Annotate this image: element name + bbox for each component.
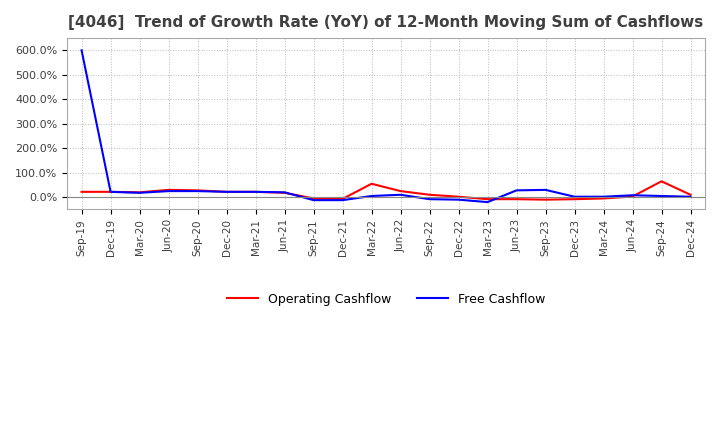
Operating Cashflow — [686, 192, 695, 198]
Operating Cashflow — [628, 194, 636, 199]
Free Cashflow — [107, 189, 115, 194]
Free Cashflow — [193, 188, 202, 194]
Operating Cashflow — [193, 188, 202, 193]
Operating Cashflow — [338, 196, 347, 202]
Free Cashflow — [657, 193, 666, 198]
Operating Cashflow — [454, 194, 463, 199]
Free Cashflow — [280, 190, 289, 195]
Free Cashflow — [686, 194, 695, 199]
Free Cashflow — [135, 190, 144, 195]
Free Cashflow — [309, 198, 318, 203]
Free Cashflow — [454, 197, 463, 202]
Free Cashflow — [426, 197, 434, 202]
Free Cashflow — [512, 188, 521, 193]
Operating Cashflow — [251, 189, 260, 194]
Operating Cashflow — [483, 197, 492, 202]
Operating Cashflow — [107, 189, 115, 194]
Legend: Operating Cashflow, Free Cashflow: Operating Cashflow, Free Cashflow — [222, 288, 550, 311]
Free Cashflow — [599, 194, 608, 199]
Free Cashflow — [570, 194, 579, 199]
Line: Operating Cashflow: Operating Cashflow — [81, 181, 690, 200]
Free Cashflow — [164, 188, 173, 194]
Title: [4046]  Trend of Growth Rate (YoY) of 12-Month Moving Sum of Cashflows: [4046] Trend of Growth Rate (YoY) of 12-… — [68, 15, 703, 30]
Operating Cashflow — [280, 190, 289, 195]
Operating Cashflow — [599, 196, 608, 201]
Operating Cashflow — [541, 197, 550, 202]
Operating Cashflow — [367, 181, 376, 187]
Operating Cashflow — [512, 197, 521, 202]
Operating Cashflow — [570, 197, 579, 202]
Operating Cashflow — [657, 179, 666, 184]
Free Cashflow — [222, 189, 231, 194]
Free Cashflow — [541, 187, 550, 193]
Operating Cashflow — [77, 189, 86, 194]
Free Cashflow — [251, 189, 260, 194]
Free Cashflow — [483, 199, 492, 205]
Operating Cashflow — [164, 187, 173, 193]
Free Cashflow — [338, 198, 347, 203]
Operating Cashflow — [222, 189, 231, 194]
Operating Cashflow — [309, 196, 318, 201]
Free Cashflow — [77, 48, 86, 53]
Operating Cashflow — [426, 192, 434, 198]
Free Cashflow — [367, 193, 376, 198]
Free Cashflow — [628, 193, 636, 198]
Line: Free Cashflow: Free Cashflow — [81, 50, 690, 202]
Operating Cashflow — [396, 188, 405, 194]
Free Cashflow — [396, 192, 405, 198]
Operating Cashflow — [135, 190, 144, 195]
